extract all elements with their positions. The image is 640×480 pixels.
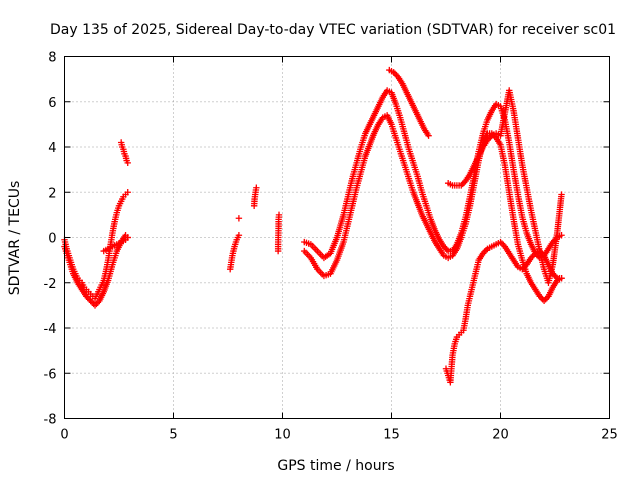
series-pass-m — [442, 238, 565, 386]
series-pass-h — [274, 211, 283, 255]
data-point — [124, 234, 131, 241]
x-tick-label: 15 — [383, 428, 400, 443]
y-axis-label: SDTVAR / TECUs — [7, 181, 23, 296]
series-pass-c — [100, 234, 131, 255]
data-point — [235, 215, 243, 222]
series-pass-d — [117, 139, 131, 167]
y-tick-label: -4 — [44, 322, 57, 337]
data-markers — [61, 66, 565, 386]
x-tick-label: 25 — [601, 428, 618, 443]
x-tick-label: 20 — [492, 428, 509, 443]
y-tick-label: -2 — [44, 277, 57, 292]
data-point — [235, 232, 243, 239]
x-tick-label: 0 — [60, 428, 68, 443]
axis-ticks: 0 5 10 15 20 25 -8 -6 -4 -2 0 2 4 6 8 — [44, 51, 618, 443]
data-point — [275, 211, 283, 219]
series-pass-j — [301, 112, 565, 305]
x-axis-label: GPS time / hours — [277, 458, 394, 474]
data-point — [253, 184, 260, 191]
series-pass-e — [226, 232, 243, 273]
data-point — [558, 275, 565, 282]
x-tick-label: 10 — [274, 428, 291, 443]
data-point — [124, 189, 131, 196]
y-tick-label: 0 — [48, 232, 56, 247]
data-point — [124, 159, 131, 167]
series-pass-g — [250, 184, 260, 210]
y-tick-label: -8 — [44, 413, 57, 428]
series-pass-f — [235, 215, 243, 222]
y-tick-label: 4 — [48, 141, 56, 156]
y-tick-label: -6 — [44, 367, 57, 382]
series-pass-k — [386, 66, 432, 139]
y-tick-label: 6 — [48, 96, 56, 111]
y-tick-label: 8 — [48, 51, 56, 66]
y-tick-label: 2 — [48, 186, 56, 201]
data-point — [558, 191, 565, 198]
chart-title: Day 135 of 2025, Sidereal Day-to-day VTE… — [50, 22, 616, 38]
x-tick-label: 5 — [169, 428, 177, 443]
data-point — [425, 132, 432, 139]
